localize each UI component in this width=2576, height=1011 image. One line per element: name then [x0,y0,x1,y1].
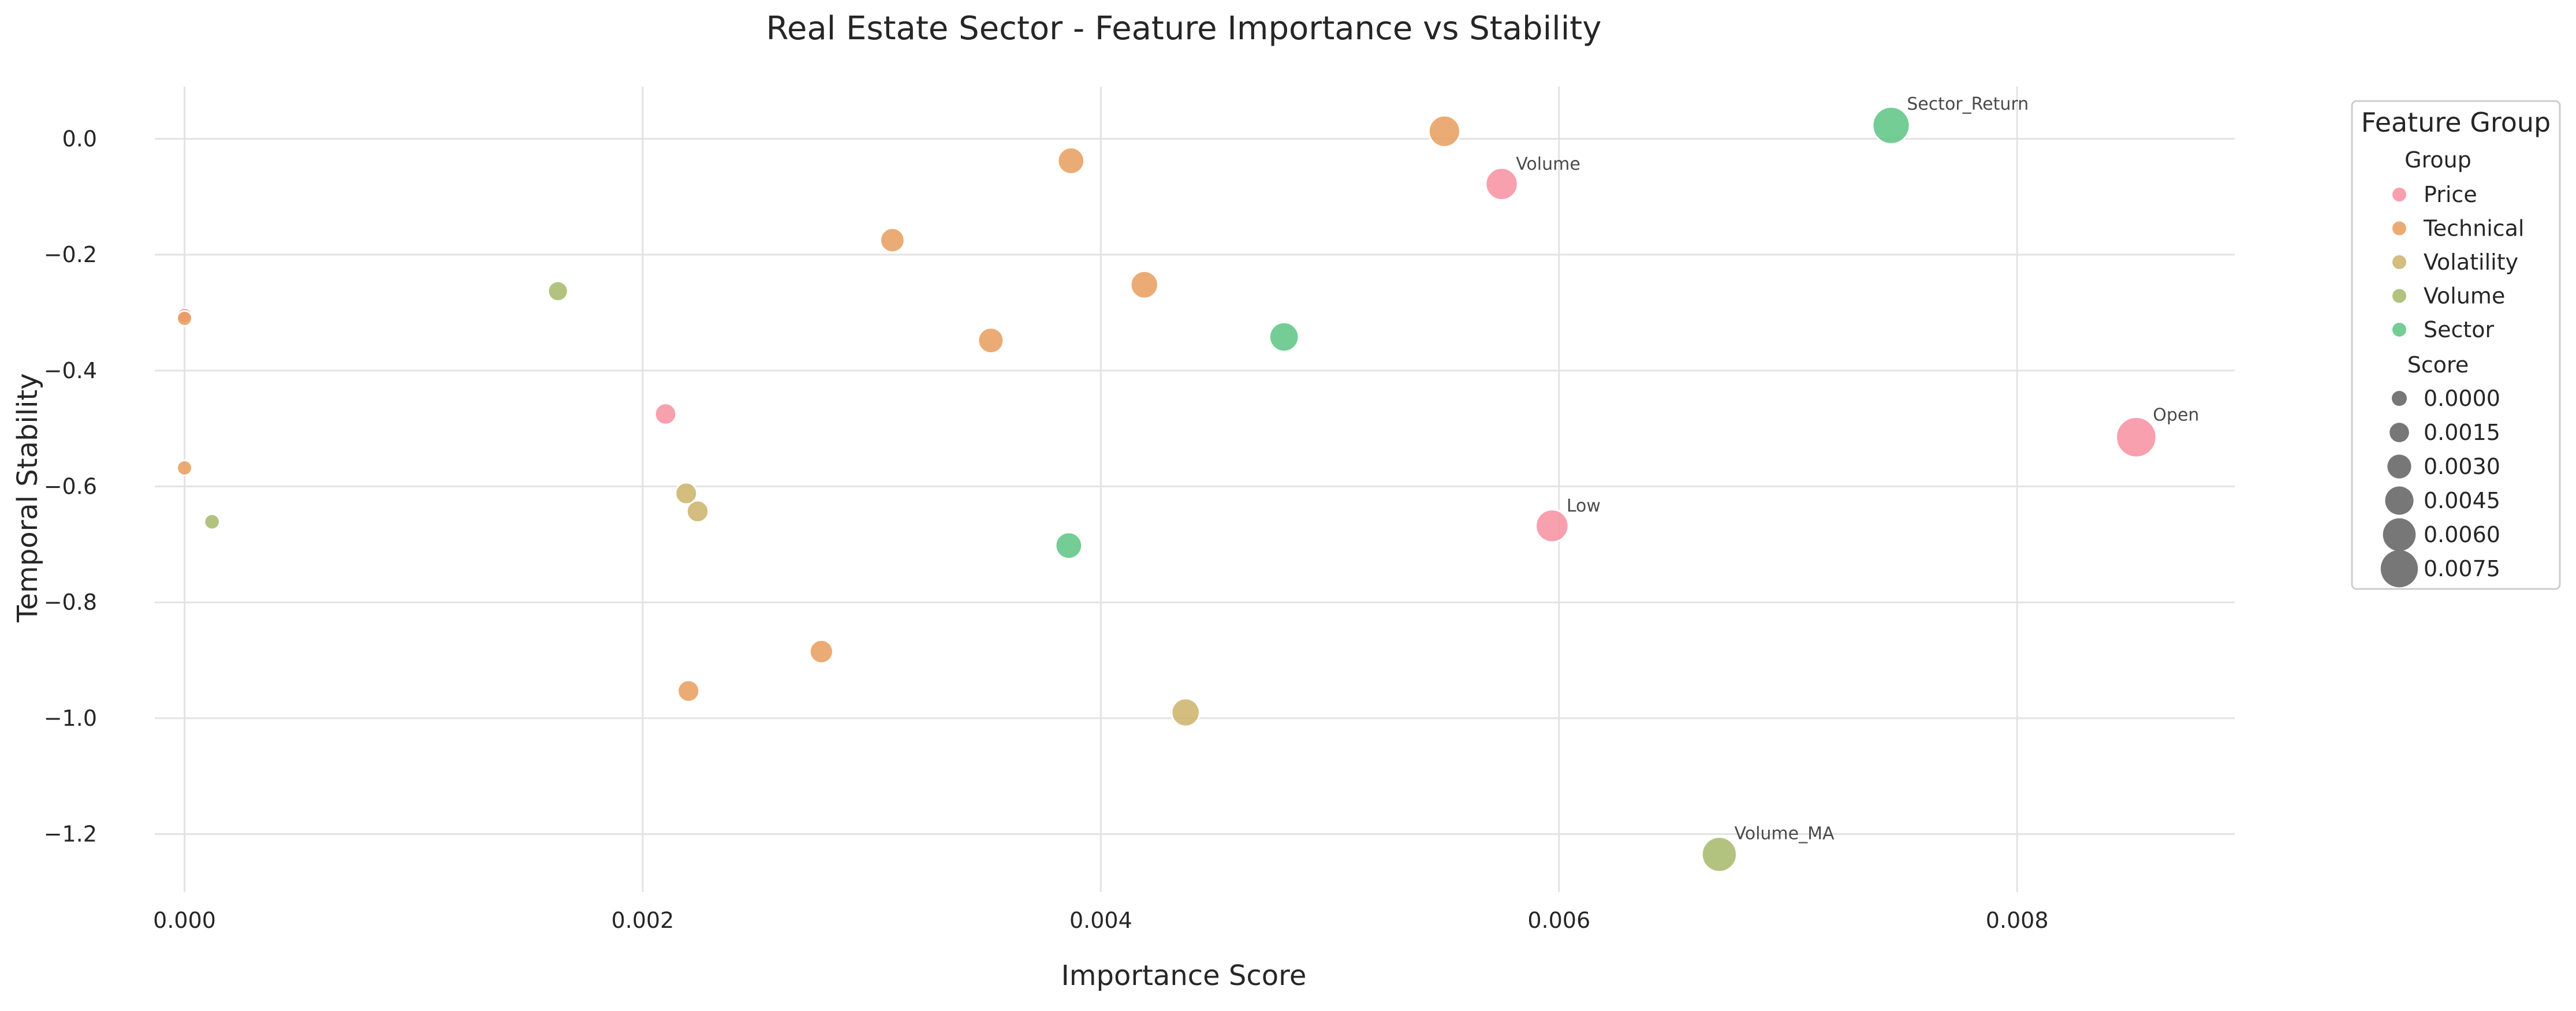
legend-size-label: 0.0000 [2424,386,2500,411]
legend-title: Feature Group [2361,107,2551,138]
legend-size-marker [2387,454,2411,479]
data-point-price [2115,416,2157,458]
chart-title: Real Estate Sector - Feature Importance … [766,10,1602,47]
y-tick-label: −0.8 [44,590,97,615]
legend-size-label: 0.0075 [2424,556,2500,581]
axis-layer: 0.000 0.002 0.004 0.006 0.008 0.0 −0.2 −0.4 −0.6… [44,126,2049,933]
legend: Feature Group Group Score Price Technical… [2351,100,2561,590]
data-point-volatility [674,482,698,505]
legend-group-label: Sector [2424,317,2495,342]
data-point-volatility [1170,697,1201,728]
legend-size-marker [2389,423,2409,442]
y-tick-label: −0.4 [44,358,97,383]
data-point-price [654,402,677,426]
legend-group-label: Price [2424,182,2477,207]
data-point-sector [1054,531,1083,560]
legend-size-marker [2380,550,2418,588]
y-tick-label: −1.2 [44,822,97,847]
data-point-technical [808,639,834,665]
x-tick-label: 0.002 [612,908,674,933]
point-label: Volume [1516,154,1580,174]
data-point-price [1535,508,1570,543]
data-point-technical [977,327,1005,355]
data-point-volatility [685,499,710,523]
data-point-technical [176,309,193,327]
legend-group-label: Volume [2424,283,2505,309]
point-label: Sector_Return [1907,94,2029,114]
y-tick-label: −0.6 [44,473,97,499]
legend-group-entries: Price Technical Volatility Volume Sector [2392,182,2525,342]
legend-group-marker [2392,221,2406,236]
legend-size-label: 0.0015 [2424,420,2500,445]
point-labels-layer: Open Sector_Return Volume_MA Low Volume [1516,94,2199,844]
points-layer [176,106,2157,873]
legend-size-entries: 0.0000 0.0015 0.0030 0.0045 0.0060 0.0075 [2380,386,2500,588]
data-point-technical [176,459,193,476]
x-tick-label: 0.008 [1986,908,2049,933]
x-tick-label: 0.004 [1069,908,1132,933]
data-point-sector [1268,321,1300,353]
legend-group-marker [2392,255,2406,269]
x-tick-label: 0.000 [153,908,216,933]
data-point-technical [879,227,905,253]
point-label: Volume_MA [1735,824,1835,844]
legend-size-heading: Score [2407,352,2469,378]
data-point-technical [677,679,700,703]
grid-layer [155,87,2235,892]
legend-size-label: 0.0060 [2424,522,2500,547]
y-tick-label: −1.0 [44,706,97,731]
legend-group-marker [2392,289,2406,303]
data-point-technical [1129,270,1159,300]
legend-frame [2351,100,2561,590]
data-point-sector [1872,106,1911,145]
legend-size-marker [2392,391,2407,406]
legend-group-heading: Group [2404,147,2471,173]
point-label: Open [2153,405,2199,425]
point-label: Low [1567,496,1601,516]
legend-group-marker [2392,188,2406,202]
y-tick-label: −0.2 [44,242,97,267]
y-tick-label: 0.0 [62,126,97,151]
data-point-technical [1057,147,1086,175]
data-point-price [1485,167,1519,201]
legend-group-label: Volatility [2424,249,2518,275]
x-axis-title: Importance Score [1061,960,1307,992]
data-point-volume [1701,836,1738,873]
y-axis-title: Temporal Stability [12,373,44,622]
legend-group-marker [2392,323,2406,337]
data-point-volume [547,280,569,302]
x-tick-label: 0.006 [1527,908,1590,933]
legend-group-label: Technical [2423,216,2525,241]
legend-size-marker [2385,486,2414,515]
data-point-volume [203,513,221,531]
legend-size-marker [2383,518,2416,551]
legend-size-label: 0.0030 [2424,454,2500,479]
legend-size-label: 0.0045 [2424,488,2500,513]
data-point-technical [1427,114,1461,148]
